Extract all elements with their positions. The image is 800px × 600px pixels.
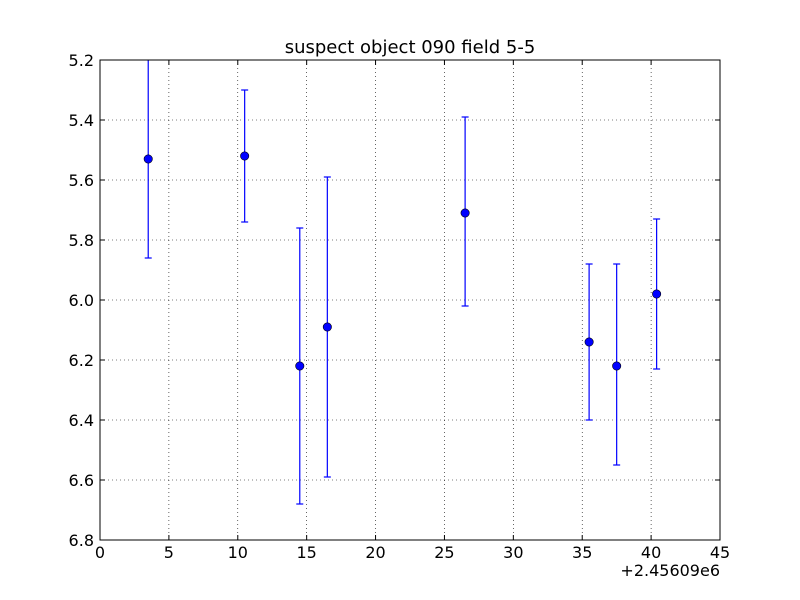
- data-point: [322, 322, 332, 332]
- y-tick-label: 5.6: [69, 171, 94, 190]
- data-point: [652, 289, 662, 299]
- data-layer: [143, 60, 662, 505]
- x-tick-label: 10: [228, 543, 248, 562]
- data-point: [612, 361, 622, 371]
- data-point: [295, 361, 305, 371]
- data-point: [460, 208, 470, 218]
- x-tick-label: 30: [503, 543, 523, 562]
- y-tick-label: 6.6: [69, 471, 94, 490]
- x-tick-label: 20: [365, 543, 385, 562]
- x-tick-label: 25: [434, 543, 454, 562]
- data-point: [143, 154, 153, 164]
- x-tick-label: 0: [95, 543, 105, 562]
- axis-ticks: 0 5 10 15 20 25 30 35 40 45 5.2 5.4 5.6 5.8 6.0 6.2 6.4 6…: [69, 51, 731, 562]
- data-point: [240, 151, 250, 161]
- y-tick-label: 6.8: [69, 531, 94, 550]
- y-tick-label: 5.2: [69, 51, 94, 70]
- x-offset-label: +2.45609e6: [620, 561, 720, 580]
- y-tick-label: 6.2: [69, 351, 94, 370]
- y-tick-label: 6.0: [69, 291, 94, 310]
- data-point: [584, 337, 594, 347]
- y-tick-label: 6.4: [69, 411, 94, 430]
- x-tick-label: 15: [296, 543, 316, 562]
- x-tick-label: 45: [710, 543, 730, 562]
- y-tick-label: 5.4: [69, 111, 94, 130]
- x-tick-label: 5: [164, 543, 174, 562]
- grid: [100, 60, 720, 540]
- chart-title: suspect object 090 field 5-5: [285, 37, 536, 58]
- x-tick-label: 35: [572, 543, 592, 562]
- y-tick-label: 5.8: [69, 231, 94, 250]
- x-tick-label: 40: [641, 543, 661, 562]
